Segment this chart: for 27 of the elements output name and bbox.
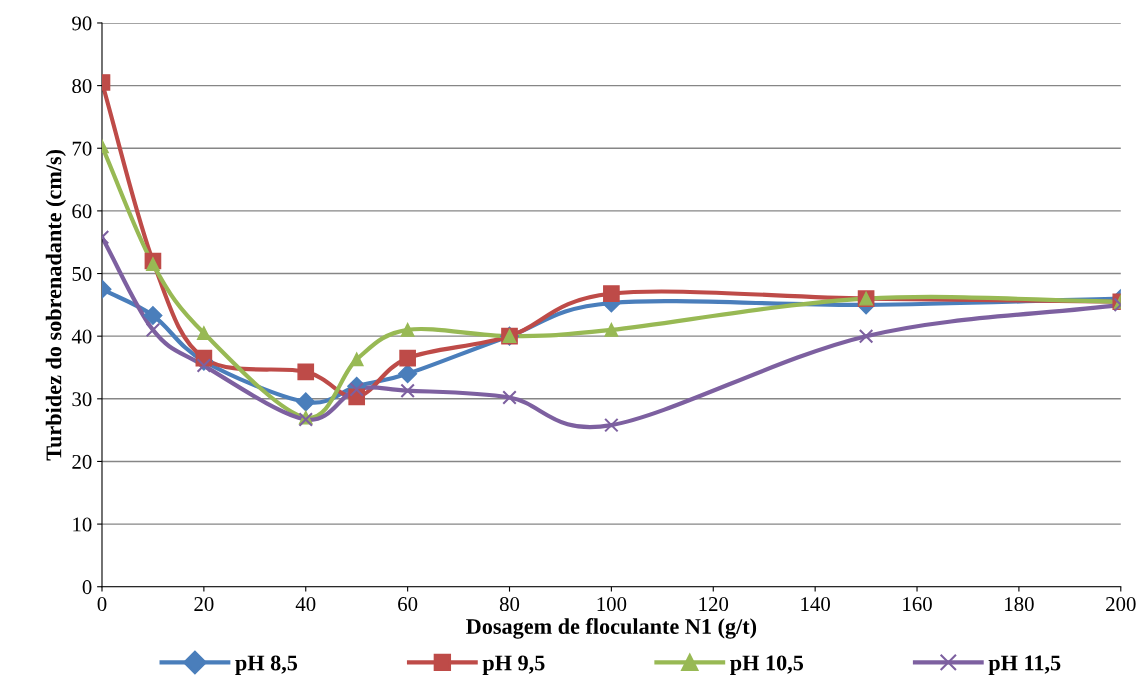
legend-label: pH 8,5: [235, 655, 298, 675]
x-tick-label: 40: [295, 597, 316, 612]
x-tick-label: 120: [699, 597, 729, 612]
x-tick-label: 80: [499, 597, 520, 612]
x-tick-label: 100: [597, 597, 627, 612]
y-tick-label: 60: [72, 204, 92, 219]
y-tick-label: 50: [72, 266, 92, 281]
x-axis-title: Dosagem de floculante N1 (g/t): [466, 618, 757, 639]
x-tick-label: 20: [194, 597, 214, 612]
y-tick-label: 0: [82, 580, 92, 595]
legend-label: pH 9,5: [482, 655, 545, 675]
y-tick-label: 80: [72, 78, 92, 94]
y-tick-label: 20: [72, 454, 92, 469]
legend-label: pH 10,5: [730, 655, 804, 675]
x-tick-label: 200: [1106, 597, 1136, 612]
y-tick-label: 70: [72, 141, 92, 156]
x-tick-label: 140: [801, 597, 830, 612]
x-tick-label: 0: [97, 597, 107, 612]
y-tick-label: 30: [72, 392, 92, 407]
x-tick-label: 60: [398, 597, 418, 612]
legend-label: pH 11,5: [988, 655, 1061, 675]
y-tick-label: 90: [72, 16, 92, 31]
y-axis-title: Turbidez do sobrenadante (cm/s): [45, 149, 66, 461]
x-tick-label: 160: [903, 597, 932, 612]
y-tick-label: 10: [73, 517, 92, 532]
x-tick-label: 180: [1005, 597, 1034, 612]
y-tick-label: 40: [71, 329, 92, 344]
